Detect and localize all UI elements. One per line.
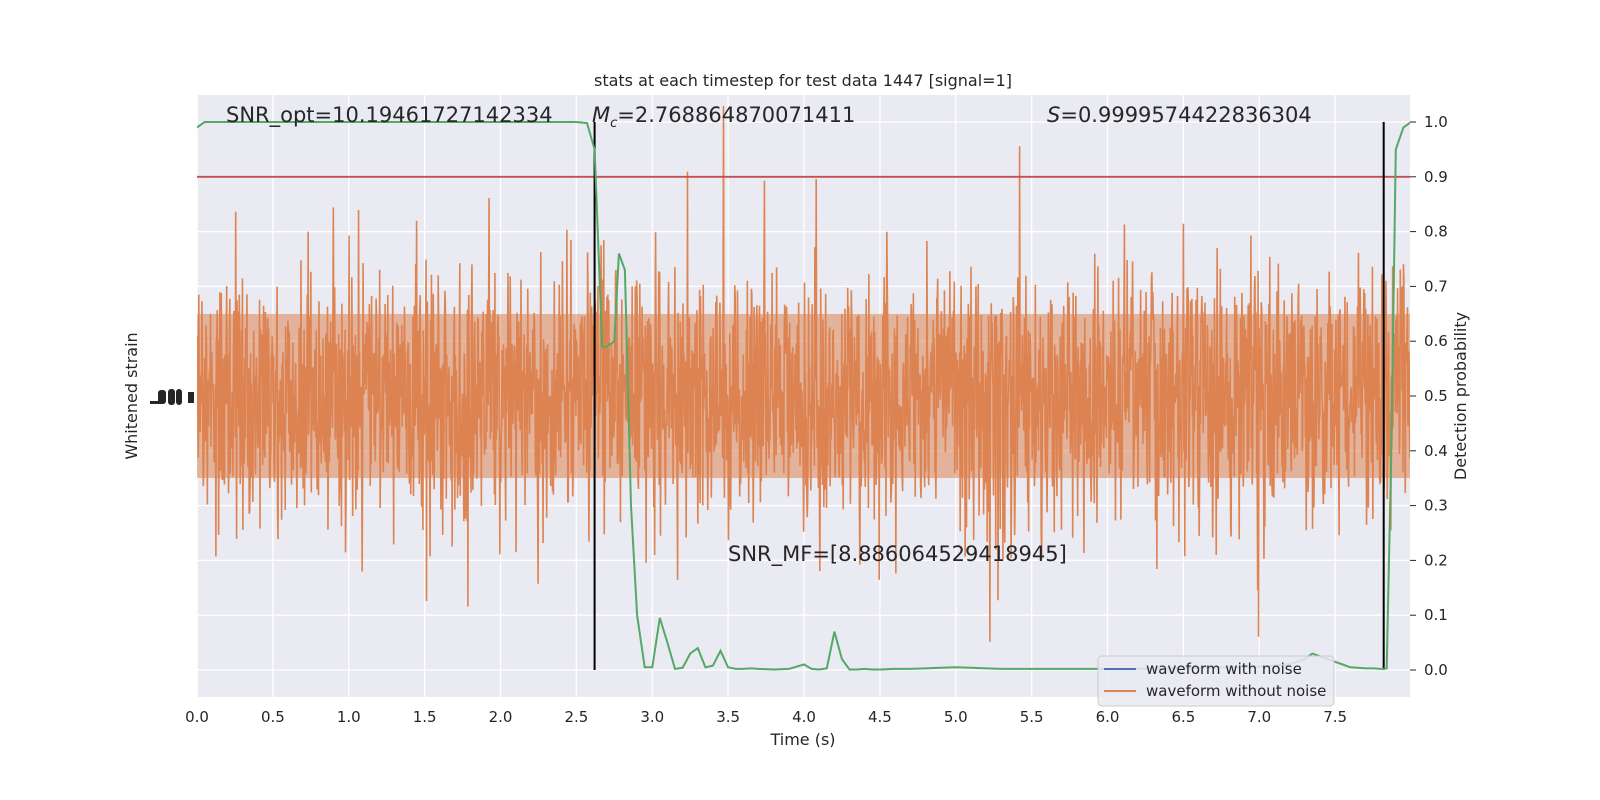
x-tick-label: 7.5 <box>1323 708 1347 726</box>
y-tick-label: 0.4 <box>1424 442 1448 460</box>
y-tick-label: 0.6 <box>1424 332 1448 350</box>
x-tick-label: 1.5 <box>413 708 437 726</box>
legend: waveform with noise waveform without noi… <box>1097 655 1335 707</box>
x-tick-labels: 0.0 0.5 1.0 1.5 2.0 2.5 3.0 3.5 4.0 4.5 5.0 5.5 6.0 6… <box>185 708 1347 726</box>
s-value: =0.9999574422836304 <box>1060 103 1311 127</box>
x-tick-label: 0.5 <box>261 708 285 726</box>
x-tick-label: 5.5 <box>1020 708 1044 726</box>
snr-opt-annotation: SNR_opt=10.19461727142334 <box>226 103 553 128</box>
x-tick-label: 4.0 <box>792 708 816 726</box>
strain-band <box>197 314 1410 478</box>
x-tick-label: 6.5 <box>1171 708 1195 726</box>
y-axis-label-left: Whitened strain <box>122 332 141 459</box>
legend-label-with-noise: waveform with noise <box>1146 660 1302 678</box>
mc-value: =2.768864870071411 <box>617 103 855 127</box>
s-annotation: S=0.9999574422836304 <box>1047 103 1312 127</box>
x-tick-label: 3.5 <box>716 708 740 726</box>
x-axis-label: Time (s) <box>769 730 835 749</box>
x-tick-label: 6.0 <box>1096 708 1120 726</box>
mc-annotation: Mc=2.768864870071411 <box>592 103 855 131</box>
y-tick-label: 0.8 <box>1424 223 1448 241</box>
left-axis-ticks <box>150 389 194 405</box>
x-tick-label: 7.0 <box>1247 708 1271 726</box>
x-tick-label: 0.0 <box>185 708 209 726</box>
y-tick-label: 0.0 <box>1424 661 1448 679</box>
x-tick-label: 2.5 <box>564 708 588 726</box>
chart-title: stats at each timestep for test data 144… <box>594 71 1012 90</box>
x-tick-label: 4.5 <box>868 708 892 726</box>
y-tick-label: 0.9 <box>1424 168 1448 186</box>
y-right-tick-labels: 0.0 0.1 0.2 0.3 0.4 0.5 0.6 0.7 0.8 0.9 1.0 <box>1410 113 1448 679</box>
x-tick-label: 3.0 <box>640 708 664 726</box>
y-tick-label: 0.1 <box>1424 606 1448 624</box>
y-tick-label: 0.3 <box>1424 497 1448 515</box>
y-tick-label: 0.7 <box>1424 277 1448 295</box>
y-axis-label-right: Detection probability <box>1451 312 1470 480</box>
x-tick-label: 2.0 <box>489 708 513 726</box>
strain-series <box>197 105 1410 642</box>
y-tick-label: 0.2 <box>1424 551 1448 569</box>
legend-box <box>1097 655 1335 707</box>
legend-label-without-noise: waveform without noise <box>1146 682 1326 700</box>
x-tick-label: 5.0 <box>944 708 968 726</box>
y-tick-label: 0.5 <box>1424 387 1448 405</box>
snr-mf-annotation: SNR_MF=[8.886064529418945] <box>728 542 1067 567</box>
x-tick-label: 1.0 <box>337 708 361 726</box>
y-tick-label: 1.0 <box>1424 113 1448 131</box>
